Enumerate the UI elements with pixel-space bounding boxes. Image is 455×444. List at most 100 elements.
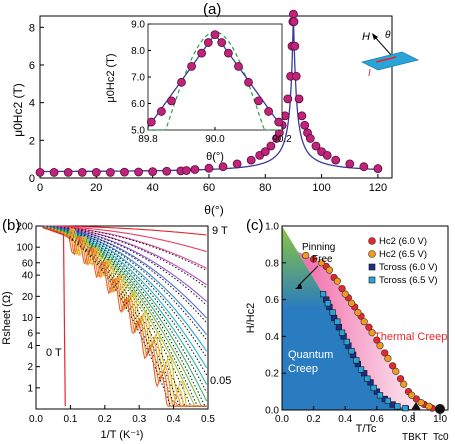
- quantum-creep-line2: Creep: [288, 363, 318, 375]
- data-point: [345, 159, 355, 169]
- legend-label: Tcross (6.0 V): [379, 262, 438, 273]
- inset-point: [146, 117, 156, 127]
- data-point: [49, 167, 59, 177]
- panel-b: (b) 0.0 0.1 0.2 0.3 0.4 0.5 1 2 46 10 20 40 60 100 200…: [1, 217, 231, 441]
- panel-a-points: [35, 9, 383, 177]
- panel-b-curves: [42, 225, 208, 407]
- panel-c-points: [302, 251, 444, 414]
- data-point: [289, 17, 299, 27]
- y-tick-label: 0.4: [265, 332, 279, 343]
- thermal-creep-region: [297, 251, 441, 410]
- tc0-label: Tc0: [433, 432, 449, 443]
- y-tick-label: 8: [29, 22, 35, 34]
- y-tick-label: 200: [16, 222, 33, 233]
- y-tick-label: 1: [27, 383, 33, 394]
- inset-xlabel: θ(°): [206, 151, 224, 163]
- hc2-point: [302, 251, 310, 260]
- panel-a-axes: 0 20 40 60 80 100 120 0 2 4 6 8: [29, 22, 387, 194]
- arrhenius-fit: [42, 227, 207, 407]
- hc2-point: [425, 402, 433, 410]
- data-point: [204, 163, 214, 173]
- panel-c-label: (c): [246, 217, 264, 234]
- panel-c-xlabel: T/Tc: [356, 423, 377, 435]
- data-point: [305, 134, 315, 143]
- x-tick-label: 0.6: [370, 414, 384, 425]
- x-tick-label: 0.4: [167, 414, 181, 425]
- data-point: [311, 141, 321, 151]
- tcross-point: [353, 357, 360, 364]
- resistance-curve: [42, 226, 207, 407]
- schematic-current-line: [375, 56, 397, 63]
- tc0-marker: [435, 404, 445, 414]
- x-tick-label: 0.0: [275, 414, 289, 425]
- x-tick-label: 0.0: [29, 414, 43, 425]
- data-point: [182, 166, 191, 175]
- inset-frame: [147, 23, 283, 131]
- legend: Hc2 (6.0 V) Hc2 (6.5 V) Tcross (6.0 V) Tcro…: [368, 236, 438, 286]
- legend-label: Hc2 (6.0 V): [379, 236, 427, 247]
- tbkt-label: TBKT: [402, 432, 428, 443]
- data-point: [218, 162, 228, 172]
- x-tick-label: 40: [147, 182, 159, 194]
- panel-b-top-field: 9 T: [212, 225, 228, 237]
- hc2-point: [373, 336, 381, 344]
- inset-point: [210, 30, 220, 39]
- inset-point: [223, 48, 233, 58]
- resistance-curve: [42, 226, 208, 402]
- data-point: [331, 155, 341, 165]
- legend-marker: [368, 276, 376, 284]
- tcross-point: [338, 329, 346, 336]
- y-tick-label: 6: [29, 60, 35, 72]
- pinning-free-line1: Pinning: [302, 242, 335, 253]
- hc2-point: [310, 255, 318, 263]
- tcross-point: [373, 388, 380, 395]
- inset-point: [274, 117, 284, 127]
- arrhenius-fit: [42, 225, 207, 271]
- inset-y-tick-label: 9.0: [131, 20, 145, 31]
- y-tick-label: 4: [29, 98, 35, 110]
- quantum-creep-region: [282, 226, 417, 410]
- panel-b-bottom-field: 0.05: [210, 375, 231, 387]
- x-tick-label: 80: [259, 182, 271, 194]
- panel-a-frame: [39, 15, 393, 179]
- hc2-point: [325, 266, 334, 274]
- panel-a-label: (a): [203, 1, 221, 18]
- y-tick-label: 20: [22, 292, 34, 303]
- data-point: [373, 164, 383, 173]
- pinning-free-line2: Free: [312, 254, 333, 265]
- hc2-point: [408, 391, 416, 399]
- schematic-field-label: H: [362, 31, 370, 43]
- inset-x-tick-label: 90.0: [205, 134, 225, 145]
- data-point: [162, 166, 172, 176]
- tcross-point: [394, 403, 401, 410]
- legend-label: Hc2 (6.5 V): [379, 249, 427, 260]
- hc2-point: [341, 290, 349, 298]
- arrhenius-fit: [42, 226, 207, 341]
- x-tick-label: 100: [312, 182, 330, 194]
- resistance-curve: [42, 227, 207, 407]
- x-tick-label: 0.8: [402, 414, 416, 425]
- inset-point: [203, 38, 213, 47]
- hc2-point: [417, 399, 425, 407]
- schematic-angle-label: θ: [385, 30, 391, 41]
- inset-point: [254, 96, 263, 106]
- panel-b-ylabel: Rsheet (Ω): [1, 291, 13, 344]
- data-point: [246, 155, 256, 165]
- x-tick-label: 60: [203, 182, 215, 194]
- data-point: [63, 167, 73, 177]
- tcross-point: [334, 318, 341, 325]
- hc2-point: [392, 367, 400, 375]
- inset-point: [177, 77, 186, 87]
- hc2-point: [354, 308, 362, 317]
- data-point: [300, 120, 310, 130]
- inset-axes: 89.8 90.0 90.2 5.0 6.0 7.0 8.0 9.0: [131, 20, 292, 146]
- data-point: [359, 162, 369, 172]
- x-tick-label: 0.1: [63, 414, 77, 425]
- data-point: [322, 150, 332, 160]
- arrhenius-fit: [42, 225, 207, 289]
- data-point: [148, 167, 158, 176]
- tcross-point: [384, 397, 392, 404]
- y-tick-label: 0: [29, 173, 35, 185]
